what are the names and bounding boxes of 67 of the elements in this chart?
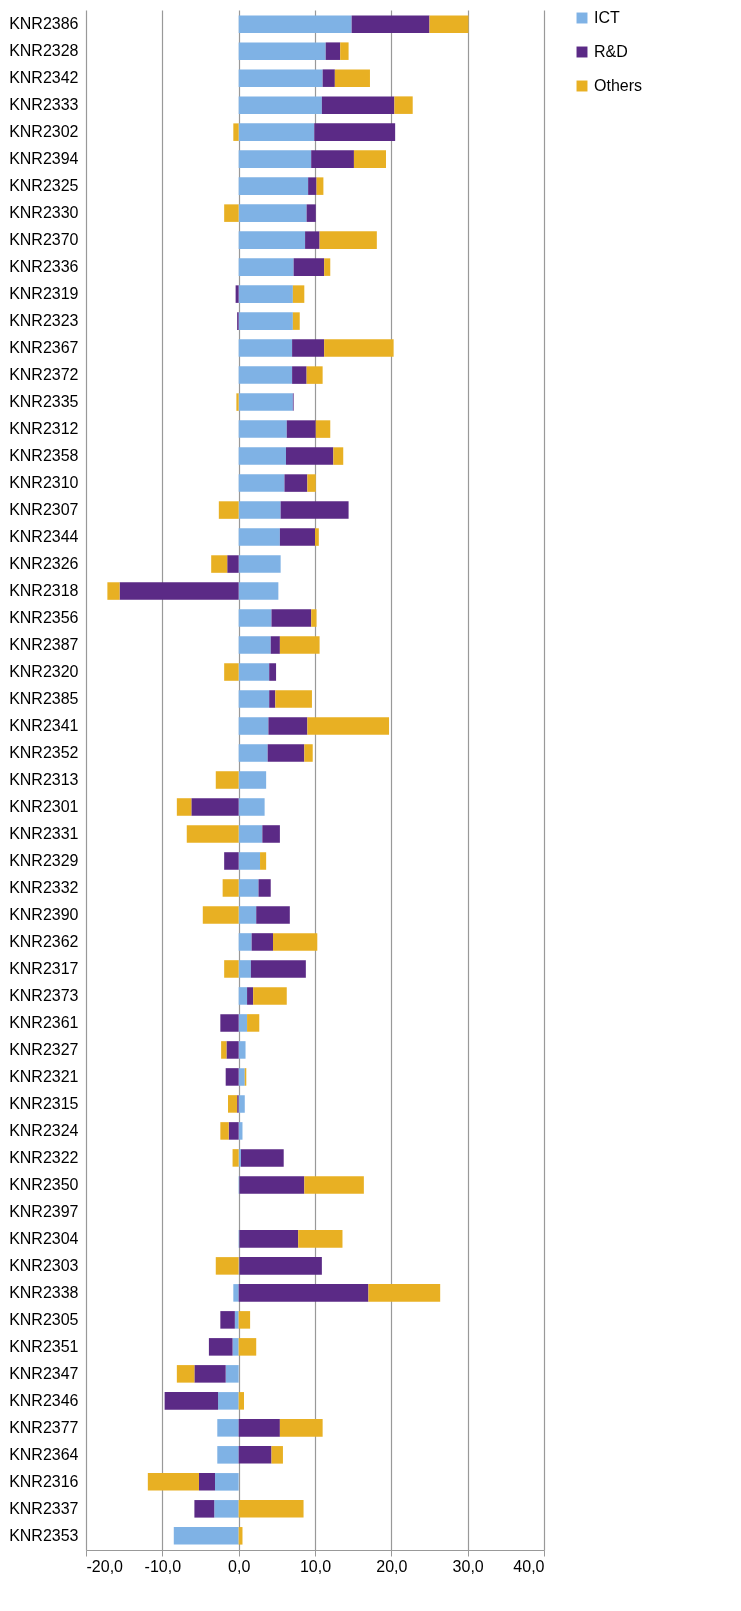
y-tick-label: KNR2305 bbox=[9, 1310, 79, 1328]
y-tick-label: KNR2337 bbox=[9, 1499, 79, 1517]
y-tick-label: KNR2320 bbox=[9, 663, 79, 681]
x-tick-label: 30,0 bbox=[452, 1557, 484, 1575]
y-tick-label: KNR2341 bbox=[9, 717, 79, 735]
y-tick-label: KNR2346 bbox=[9, 1391, 79, 1409]
y-tick-label: KNR2301 bbox=[9, 797, 79, 815]
x-tick-label: -10,0 bbox=[144, 1557, 182, 1575]
y-tick-label: KNR2335 bbox=[9, 393, 79, 411]
y-tick-label: KNR2328 bbox=[9, 42, 79, 60]
y-tick-label: KNR2377 bbox=[9, 1418, 79, 1436]
y-tick-label: KNR2356 bbox=[9, 609, 79, 627]
y-tick-label: KNR2361 bbox=[9, 1013, 79, 1031]
y-tick-label: KNR2394 bbox=[9, 150, 79, 168]
y-tick-label: KNR2347 bbox=[9, 1364, 79, 1382]
y-tick-label: KNR2322 bbox=[9, 1148, 79, 1166]
y-tick-label: KNR2324 bbox=[9, 1121, 79, 1139]
legend-label: ICT bbox=[594, 9, 620, 26]
y-tick-label: KNR2344 bbox=[9, 528, 79, 546]
y-tick-label: KNR2330 bbox=[9, 204, 79, 222]
y-tick-label: KNR2370 bbox=[9, 231, 79, 249]
y-tick-label: KNR2372 bbox=[9, 366, 79, 384]
y-tick-label: KNR2386 bbox=[9, 15, 79, 33]
y-tick-label: KNR2364 bbox=[9, 1445, 79, 1463]
y-tick-label: KNR2312 bbox=[9, 420, 79, 438]
y-tick-label: KNR2373 bbox=[9, 986, 79, 1004]
x-tick-label: 0,0 bbox=[228, 1557, 251, 1575]
y-tick-label: KNR2350 bbox=[9, 1175, 79, 1193]
y-tick-label: KNR2329 bbox=[9, 851, 79, 869]
y-tick-label: KNR2332 bbox=[9, 878, 79, 896]
y-tick-label: KNR2317 bbox=[9, 959, 79, 977]
legend-label: Others bbox=[594, 77, 643, 94]
legend-label: R&D bbox=[594, 43, 628, 60]
y-tick-label: KNR2315 bbox=[9, 1094, 79, 1112]
x-tick-label: 10,0 bbox=[299, 1557, 332, 1575]
x-tick-label: 40,0 bbox=[513, 1557, 545, 1575]
y-tick-label: KNR2303 bbox=[9, 1256, 79, 1274]
y-tick-label: KNR2358 bbox=[9, 447, 79, 465]
y-tick-label: KNR2385 bbox=[9, 690, 79, 708]
y-tick-label: KNR2351 bbox=[9, 1337, 79, 1355]
y-tick-label: KNR2331 bbox=[9, 824, 79, 842]
x-tick-label: 20,0 bbox=[376, 1557, 408, 1575]
y-tick-label: KNR2321 bbox=[9, 1067, 79, 1085]
y-tick-label: KNR2325 bbox=[9, 177, 79, 195]
y-tick-label: KNR2310 bbox=[9, 474, 79, 492]
y-tick-label: KNR2362 bbox=[9, 932, 79, 950]
y-tick-label: KNR2307 bbox=[9, 501, 79, 519]
y-tick-label: KNR2326 bbox=[9, 555, 79, 573]
y-tick-label: KNR2342 bbox=[9, 69, 79, 87]
y-tick-label: KNR2323 bbox=[9, 312, 79, 330]
y-tick-label: KNR2390 bbox=[9, 905, 79, 923]
y-tick-label: KNR2319 bbox=[9, 285, 79, 303]
x-tick-label: -20,0 bbox=[86, 1557, 124, 1575]
y-tick-label: KNR2336 bbox=[9, 258, 79, 276]
y-tick-label: KNR2316 bbox=[9, 1472, 79, 1490]
y-tick-label: KNR2338 bbox=[9, 1283, 79, 1301]
y-tick-label: KNR2333 bbox=[9, 96, 79, 114]
y-tick-label: KNR2367 bbox=[9, 339, 79, 357]
y-tick-label: KNR2387 bbox=[9, 636, 79, 654]
y-tick-label: KNR2304 bbox=[9, 1229, 79, 1247]
y-tick-label: KNR2353 bbox=[9, 1526, 79, 1544]
y-tick-label: KNR2302 bbox=[9, 123, 79, 141]
y-tick-label: KNR2352 bbox=[9, 744, 79, 762]
y-tick-label: KNR2397 bbox=[9, 1202, 79, 1220]
y-tick-label: KNR2327 bbox=[9, 1040, 79, 1058]
y-tick-label: KNR2313 bbox=[9, 771, 79, 788]
y-tick-label: KNR2318 bbox=[9, 582, 79, 600]
